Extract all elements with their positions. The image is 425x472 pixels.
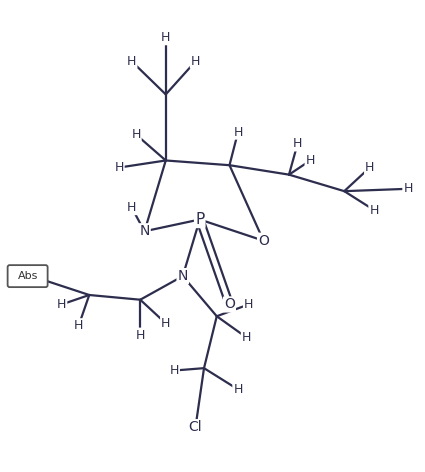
Text: H: H (293, 137, 302, 151)
Text: H: H (161, 31, 170, 44)
Text: P: P (195, 212, 204, 227)
Text: H: H (136, 329, 145, 342)
Text: H: H (74, 319, 83, 332)
Text: O: O (224, 297, 235, 312)
Text: H: H (114, 161, 124, 174)
Text: H: H (170, 364, 179, 377)
Text: H: H (191, 55, 200, 68)
Text: H: H (365, 161, 374, 174)
Text: H: H (127, 201, 136, 214)
Text: N: N (139, 224, 150, 238)
Text: Cl: Cl (25, 269, 39, 283)
Text: H: H (161, 317, 170, 330)
Text: H: H (244, 298, 253, 311)
Text: H: H (242, 331, 251, 344)
Text: H: H (131, 128, 141, 141)
Text: Abs: Abs (17, 271, 38, 281)
Text: Cl: Cl (189, 420, 202, 434)
Text: H: H (306, 154, 315, 167)
Text: O: O (258, 234, 269, 248)
Text: H: H (233, 126, 243, 139)
FancyBboxPatch shape (8, 265, 48, 287)
Text: H: H (403, 182, 413, 195)
Text: H: H (57, 298, 66, 311)
Text: H: H (233, 383, 243, 396)
Text: H: H (127, 55, 136, 68)
Text: N: N (178, 269, 188, 283)
Text: H: H (369, 203, 379, 217)
